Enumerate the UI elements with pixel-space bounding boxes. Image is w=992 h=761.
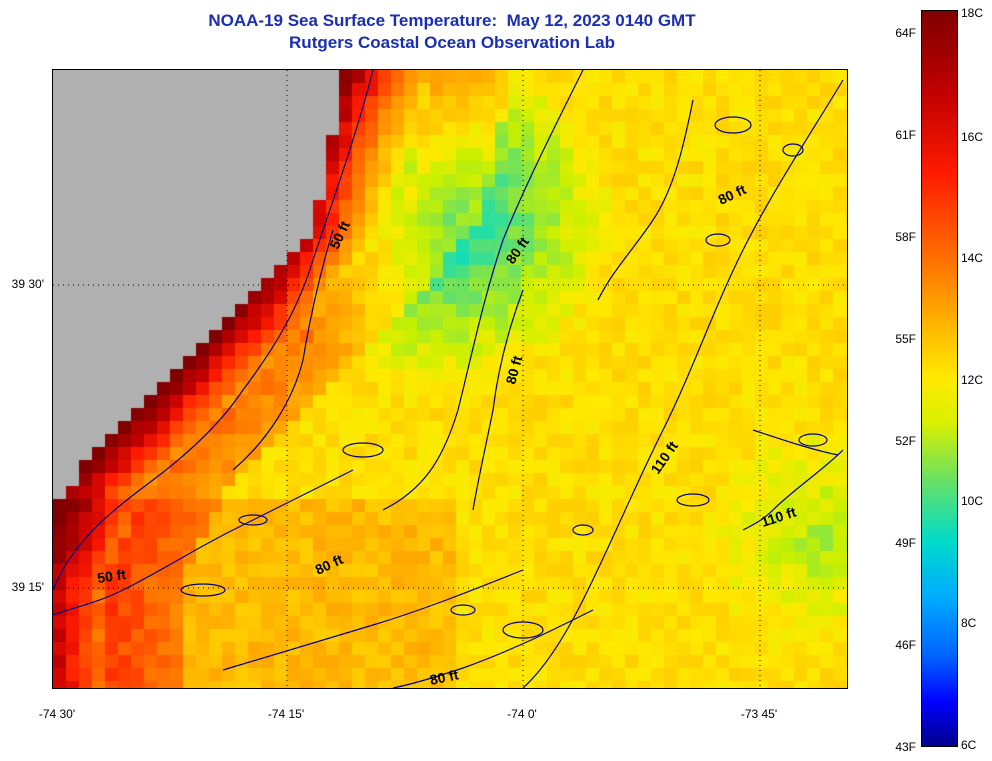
contour-label-80ft-1: 80 ft — [502, 234, 532, 267]
colorbar-f-58: 58F — [895, 230, 916, 244]
colorbar-c-6: 6C — [961, 738, 977, 752]
depth-contours — [53, 70, 844, 688]
colorbar-c-12: 12C — [961, 373, 984, 387]
colorbar-f-55: 55F — [895, 332, 916, 346]
colorbar-c-10: 10C — [961, 494, 984, 508]
colorbar-f-61: 61F — [895, 128, 916, 142]
title-line-2: Rutgers Coastal Ocean Observation Lab — [289, 33, 615, 52]
colorbar-c-18: 18C — [961, 6, 984, 20]
colorbar-c-14: 14C — [961, 251, 984, 265]
contour-label-80ft-5: 80 ft — [428, 666, 460, 688]
colorbar-f-46: 46F — [895, 638, 916, 652]
colorbar-c-16: 16C — [961, 130, 984, 144]
contour-label-80ft-4: 80 ft — [313, 551, 346, 578]
lat-label-39-15: 39 15' — [11, 580, 44, 594]
map-overlay: 50 ft 80 ft 80 ft 80 ft 80 ft 80 ft 110 … — [53, 70, 847, 688]
contour-label-80ft-2: 80 ft — [716, 181, 749, 208]
sst-map: 50 ft 80 ft 80 ft 80 ft 80 ft 80 ft 110 … — [52, 69, 848, 689]
contour-label-110ft-2: 110 ft — [759, 503, 798, 529]
lon-label-74-15: -74 15' — [267, 707, 305, 721]
lat-label-39-30: 39 30' — [11, 277, 44, 291]
colorbar-f-43: 43F — [895, 740, 916, 754]
lon-label-74-30: -74 30' — [38, 707, 76, 721]
contour-label-110ft-1: 110 ft — [647, 438, 681, 477]
contour-label-50ft-north: 50 ft — [326, 218, 353, 251]
map-title: NOAA-19 Sea Surface Temperature: May 12,… — [52, 10, 852, 54]
lon-label-73-45: -73 45' — [740, 707, 778, 721]
colorbar-f-52: 52F — [895, 434, 916, 448]
graticule — [53, 70, 847, 688]
temperature-colorbar — [921, 10, 958, 747]
colorbar-f-64: 64F — [895, 26, 916, 40]
contour-label-80ft-3: 80 ft — [502, 354, 525, 386]
sst-field — [53, 70, 847, 688]
lon-label-74-0: -74 0' — [507, 707, 537, 721]
contour-label-50ft-south: 50 ft — [96, 566, 127, 586]
colorbar-f-49: 49F — [895, 536, 916, 550]
title-line-1: NOAA-19 Sea Surface Temperature: May 12,… — [208, 11, 696, 30]
colorbar-c-8: 8C — [961, 616, 977, 630]
